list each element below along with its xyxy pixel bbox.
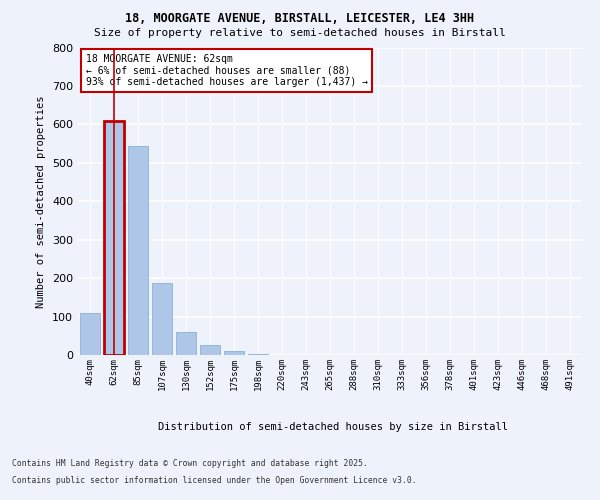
Bar (176, 332, 196, 355)
Y-axis label: Number of semi-detached properties: Number of semi-detached properties (37, 95, 46, 308)
Bar (152, 282, 172, 355)
Text: Contains HM Land Registry data © Crown copyright and database right 2025.: Contains HM Land Registry data © Crown c… (12, 458, 368, 468)
Bar (104, 120, 124, 355)
Bar (128, 146, 148, 355)
Bar (200, 344, 220, 355)
Text: Distribution of semi-detached houses by size in Birstall: Distribution of semi-detached houses by … (158, 422, 508, 432)
Bar (224, 351, 244, 355)
Text: 18, MOORGATE AVENUE, BIRSTALL, LEICESTER, LE4 3HH: 18, MOORGATE AVENUE, BIRSTALL, LEICESTER… (125, 12, 475, 26)
Text: Size of property relative to semi-detached houses in Birstall: Size of property relative to semi-detach… (94, 28, 506, 38)
Text: Contains public sector information licensed under the Open Government Licence v3: Contains public sector information licen… (12, 476, 416, 485)
Text: 18 MOORGATE AVENUE: 62sqm
← 6% of semi-detached houses are smaller (88)
93% of s: 18 MOORGATE AVENUE: 62sqm ← 6% of semi-d… (86, 54, 368, 87)
Bar (248, 354, 268, 355)
Bar (80, 314, 100, 355)
